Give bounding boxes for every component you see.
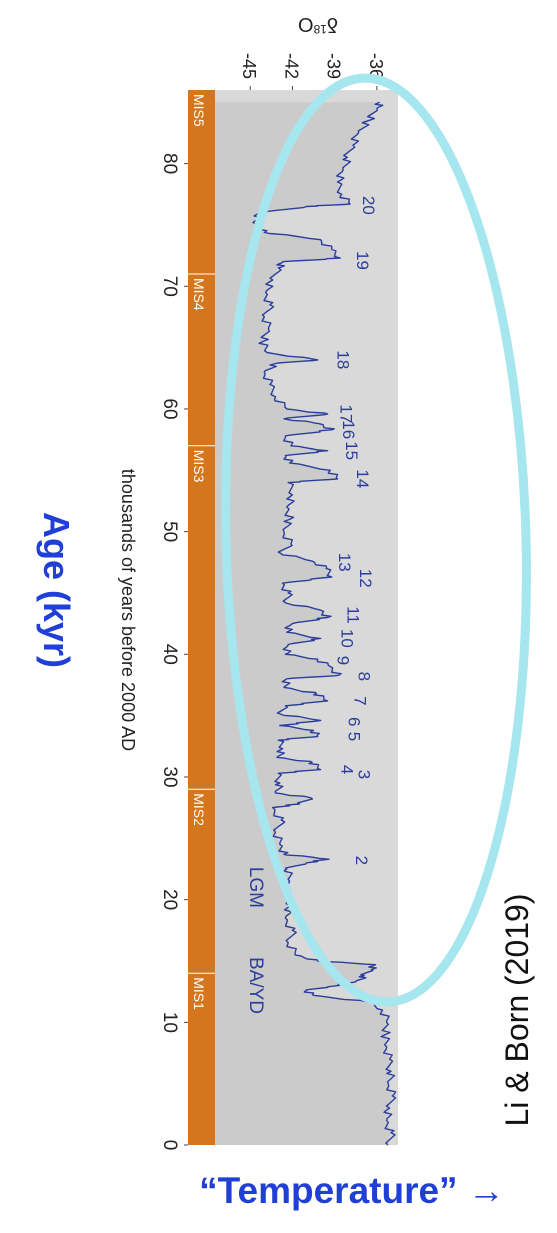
- x-tick-label: 10: [159, 1012, 180, 1033]
- event-label: 20: [359, 196, 378, 215]
- x-tick-label: 60: [159, 398, 180, 419]
- stage-label-mis2: MIS2: [191, 793, 207, 826]
- citation-label: Li & Born (2019): [499, 893, 535, 1126]
- x-tick-label: 50: [159, 521, 180, 542]
- event-label: 18: [333, 350, 352, 369]
- stage-label-mis4: MIS4: [191, 278, 207, 311]
- y-tick-label: -42: [281, 53, 301, 79]
- stage-label-mis1: MIS1: [191, 977, 207, 1010]
- event-label: 6: [345, 717, 364, 726]
- y-tick-label: -36: [366, 53, 386, 79]
- event-label: 5: [345, 732, 364, 741]
- event-label: 10: [338, 629, 357, 648]
- plot-area: MIS1 MIS2 MIS3 MIS4 MIS5 0 10 20 30 40 50 60 70 80 tho…: [118, 13, 531, 1151]
- x-tick-label: 80: [159, 153, 180, 174]
- temperature-annotation: “Temperature” →: [199, 1170, 505, 1211]
- event-label: LGM: [245, 867, 266, 908]
- series-area: [215, 102, 393, 1145]
- highlight-ellipse: [221, 73, 531, 1007]
- x-tick-label: 30: [159, 766, 180, 787]
- age-axis-annotation: Age (kyr): [36, 512, 77, 668]
- x-tick-label: 40: [159, 644, 180, 665]
- event-label: 16: [339, 420, 358, 439]
- event-label: 15: [342, 441, 361, 460]
- event-label: 7: [350, 696, 369, 705]
- event-label: 3: [355, 770, 374, 779]
- event-label: 2: [352, 856, 371, 865]
- event-label: 8: [355, 672, 374, 681]
- stage-band: [188, 90, 215, 1145]
- event-label: 11: [343, 606, 362, 624]
- stage-label-mis3: MIS3: [191, 450, 207, 483]
- x-tick-label: 70: [159, 276, 180, 297]
- stage-label-mis5: MIS5: [191, 94, 207, 127]
- x-tick-label: 0: [159, 1140, 180, 1151]
- event-label: 14: [353, 469, 372, 488]
- y-tick-label: -39: [324, 53, 344, 79]
- x-axis-title: thousands of years before 2000 AD: [118, 469, 138, 751]
- y-axis-title: δ18O: [298, 13, 338, 36]
- event-label: 9: [333, 656, 352, 665]
- x-tick-label: 20: [159, 889, 180, 910]
- y-tick-label: -45: [239, 53, 259, 79]
- event-label: BA/YD: [245, 957, 266, 1014]
- event-label: 17: [336, 404, 355, 423]
- event-label: 19: [353, 251, 372, 270]
- event-label: 12: [356, 569, 375, 588]
- event-label: 13: [335, 553, 354, 572]
- event-label: 4: [338, 765, 357, 774]
